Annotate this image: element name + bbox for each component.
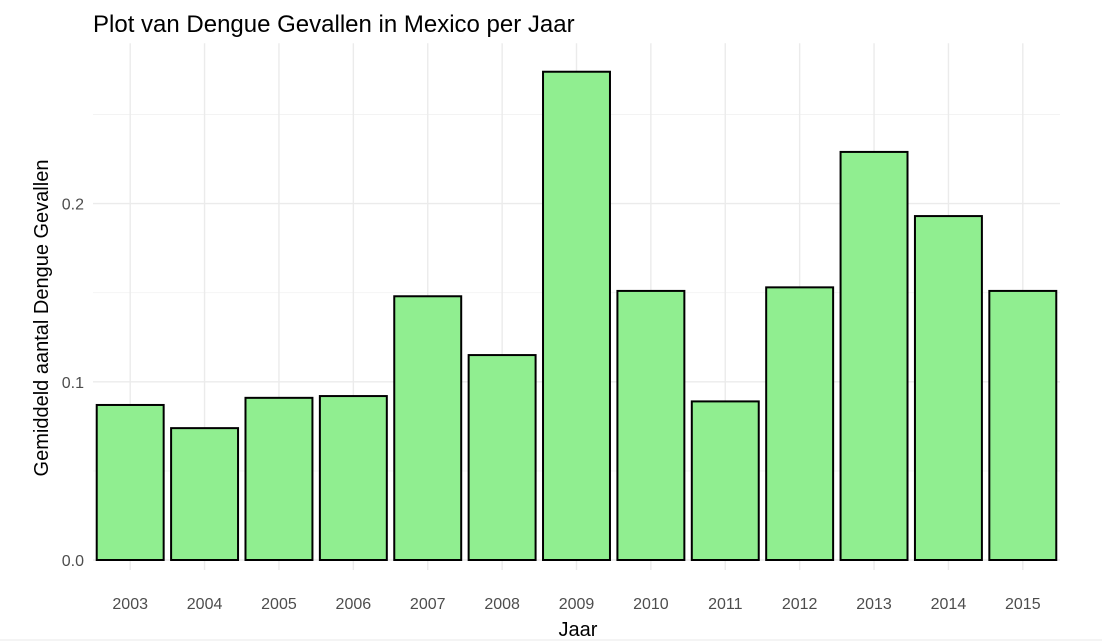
- bar-2007: [393, 295, 463, 561]
- y-tick-label: 0.1: [62, 375, 84, 392]
- bar-2009: [542, 70, 611, 562]
- x-tick-label: 2011: [708, 596, 743, 613]
- y-tick-label: 0.0: [62, 553, 84, 570]
- bars: [95, 70, 1058, 562]
- bar-2005: [244, 396, 314, 562]
- y-tick-label: 0.2: [62, 197, 84, 214]
- bar-2006: [318, 395, 388, 561]
- bar-2011: [690, 400, 760, 562]
- x-tick-label: 2010: [633, 596, 669, 613]
- bar-2012: [765, 286, 835, 561]
- bar-2004: [170, 427, 240, 561]
- x-axis-ticks: 2003 2004 2005 2006 2007 2008 2009 2010 2011 2012…: [112, 596, 1040, 613]
- bar-2010: [616, 289, 686, 561]
- bar-2013: [839, 150, 909, 561]
- y-axis-ticks: 0.0 0.1 0.2: [62, 197, 84, 570]
- x-tick-label: 2005: [261, 596, 297, 613]
- x-tick-label: 2014: [931, 596, 967, 613]
- x-tick-label: 2013: [856, 596, 892, 613]
- x-tick-label: 2007: [410, 596, 446, 613]
- x-tick-label: 2003: [112, 596, 148, 613]
- x-tick-label: 2006: [336, 596, 372, 613]
- bar-2003: [95, 403, 165, 561]
- x-axis-title: Jaar: [559, 619, 598, 641]
- bar-2015: [988, 289, 1058, 561]
- chart-title: Plot van Dengue Gevallen in Mexico per J…: [93, 11, 575, 38]
- bar-2014: [913, 215, 983, 561]
- bar-2008: [467, 354, 537, 561]
- y-axis-title: Gemiddeld aantal Dengue Gevallen: [31, 160, 53, 477]
- x-tick-label: 2012: [782, 596, 818, 613]
- x-tick-label: 2009: [559, 596, 595, 613]
- x-tick-label: 2015: [1005, 596, 1041, 613]
- x-tick-label: 2004: [187, 596, 223, 613]
- x-tick-label: 2008: [484, 596, 520, 613]
